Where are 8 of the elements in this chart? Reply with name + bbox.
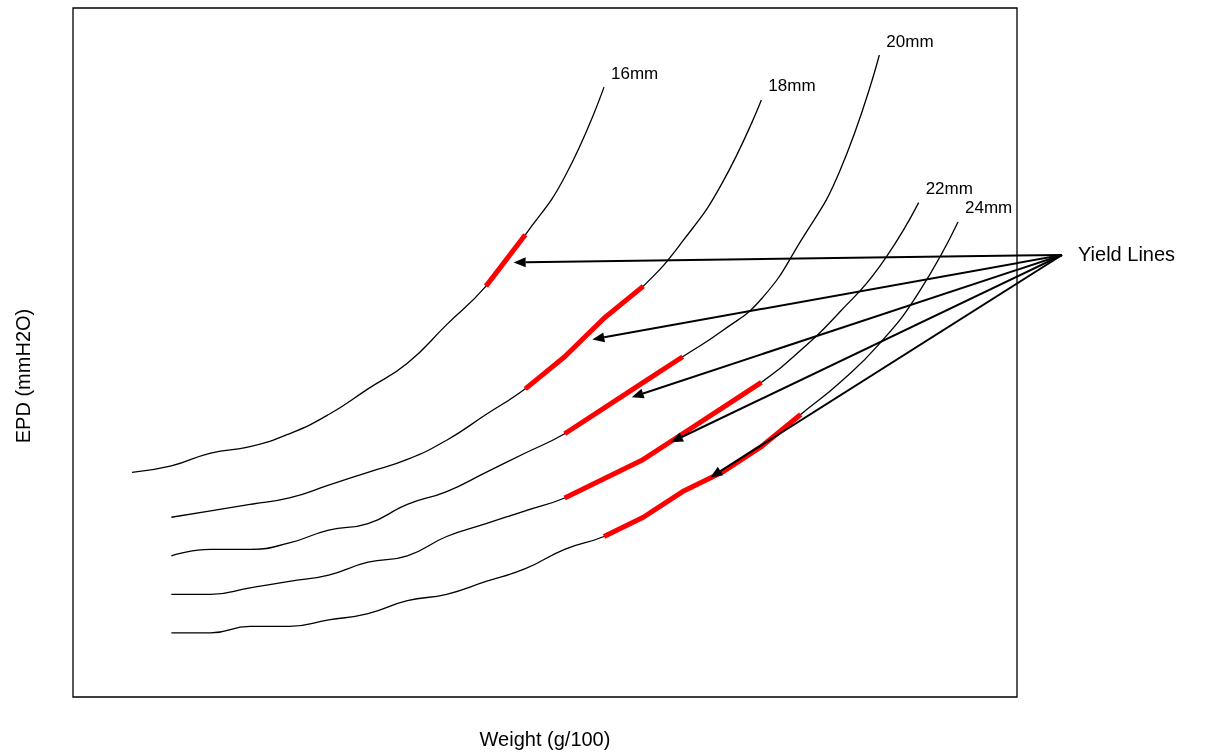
y-axis-title: EPD (mmH2O) xyxy=(12,308,34,444)
series-label: 18mm xyxy=(768,76,816,96)
series-label: 16mm xyxy=(611,63,659,83)
x-axis-title: Weight (g/100) xyxy=(479,728,611,750)
series-label: 22mm xyxy=(925,179,973,199)
text: Yield Lines xyxy=(1078,243,1176,266)
series-label: 24mm xyxy=(965,198,1013,218)
series-label: 20mm xyxy=(886,31,934,51)
